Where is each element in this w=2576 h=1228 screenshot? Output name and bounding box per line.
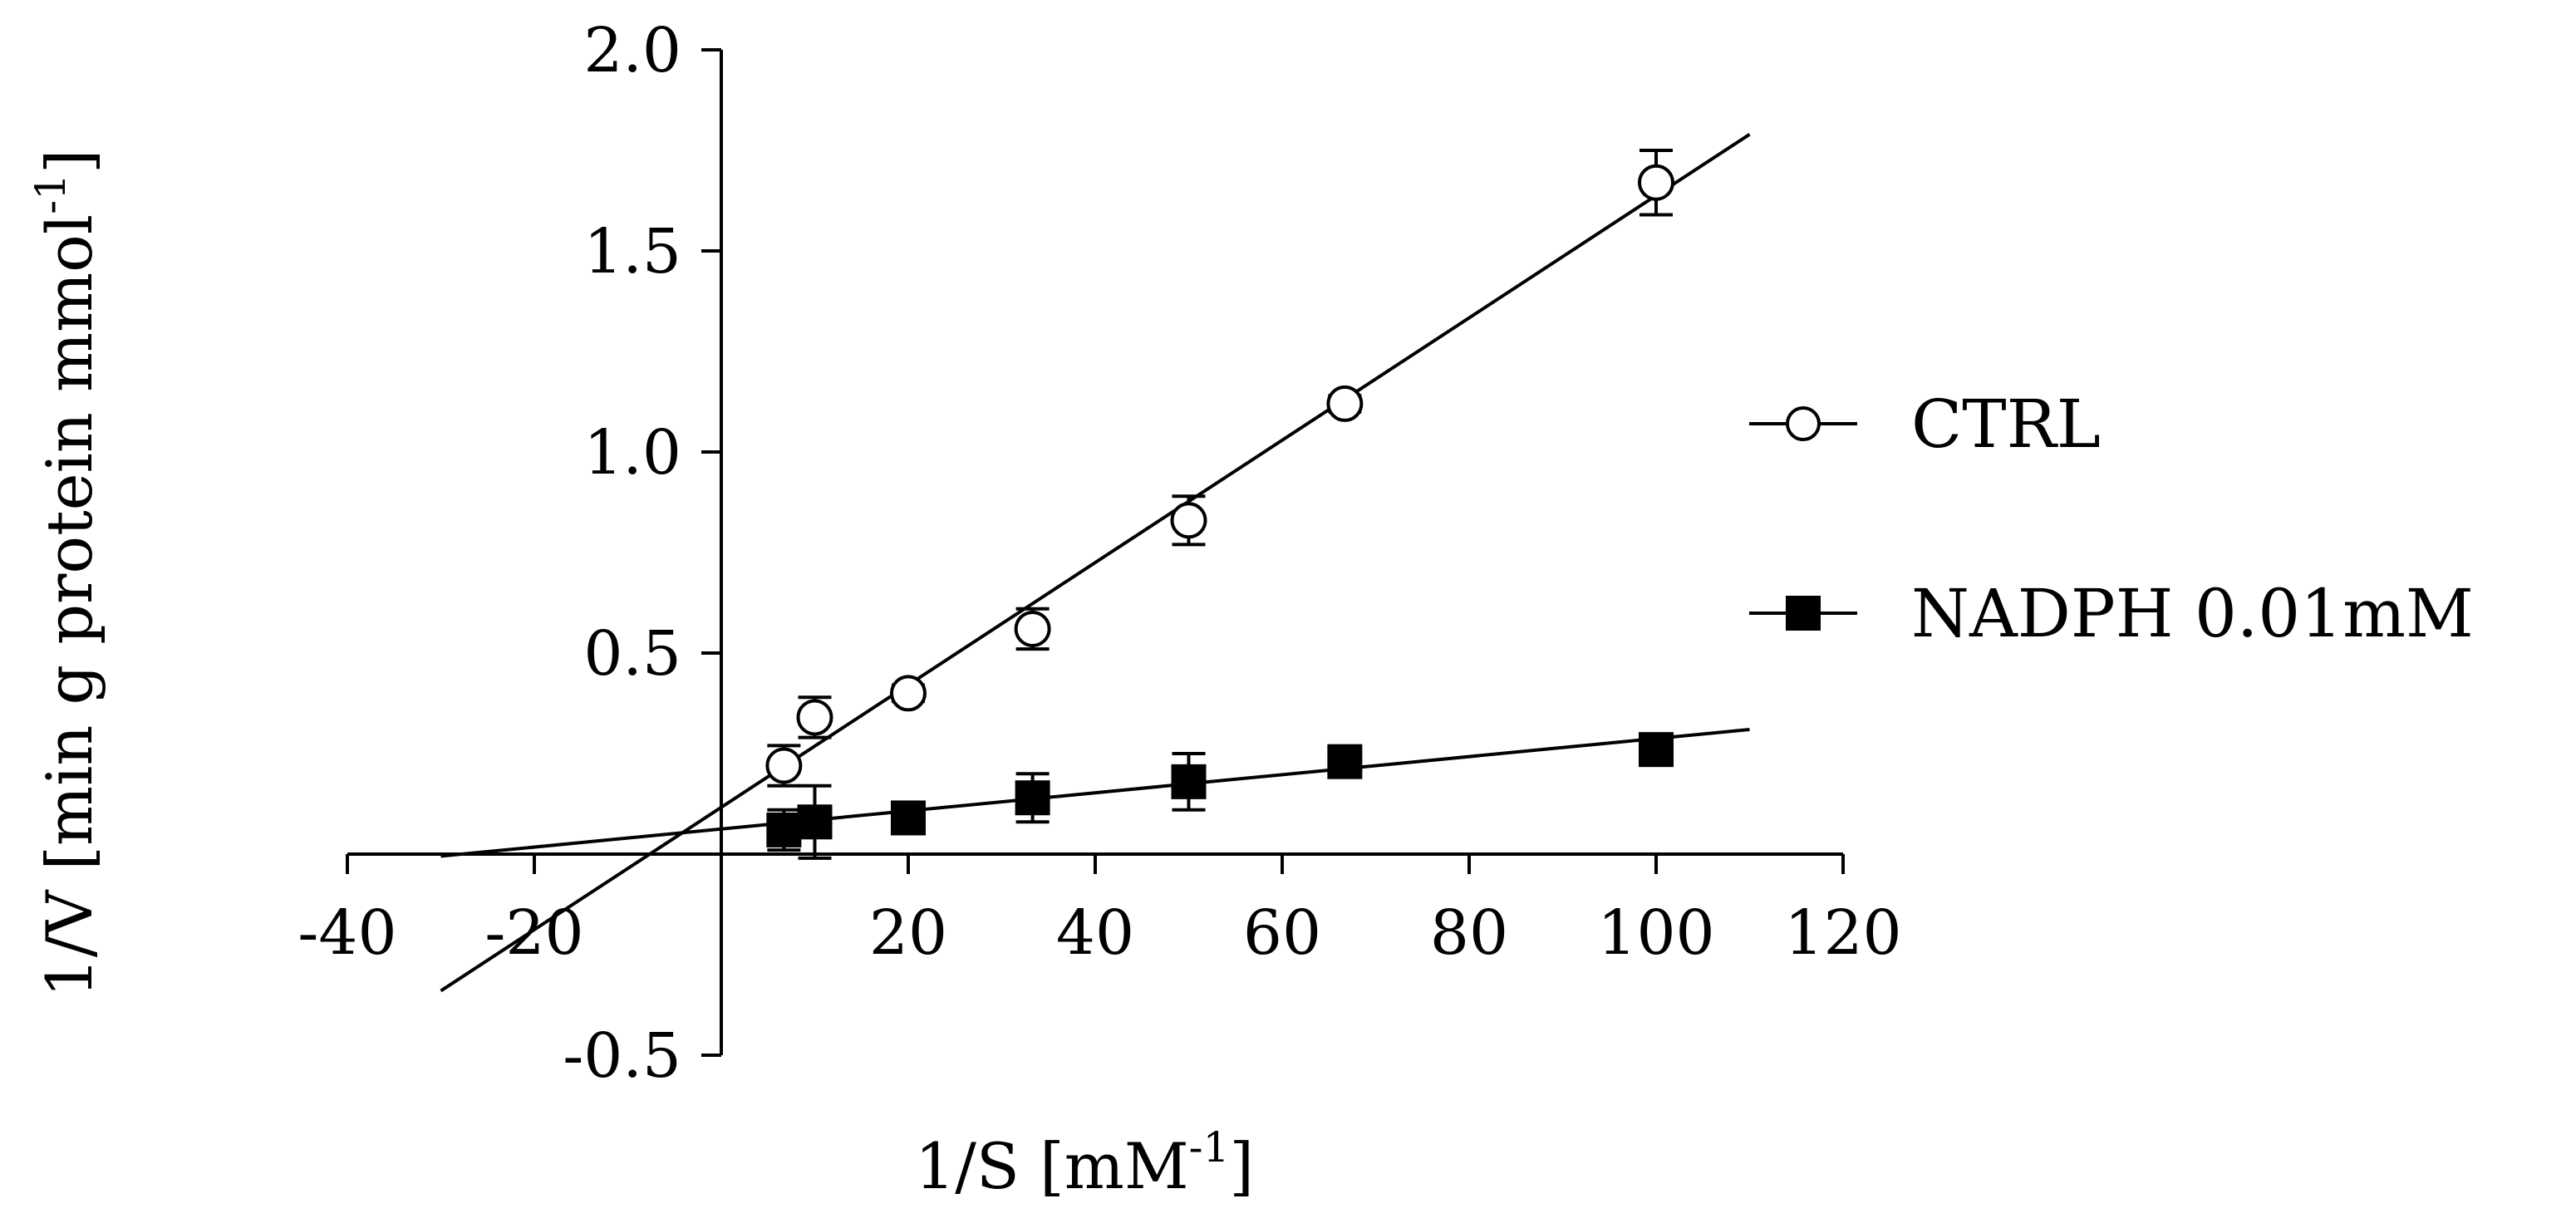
x-tick-label: -40 xyxy=(297,897,396,969)
y-tick-label: -0.5 xyxy=(563,1020,681,1092)
data-point-nadph xyxy=(766,812,802,847)
legend-nadph-label: NADPH 0.01mM xyxy=(1911,575,2474,652)
data-point-ctrl xyxy=(765,747,803,784)
legend-ctrl-marker xyxy=(1786,406,1821,441)
legend-item-nadph: NADPH 0.01mM xyxy=(1749,575,2474,652)
x-axis-label: 1/S [mM-1] xyxy=(915,1123,1254,1203)
fit-line-nadph xyxy=(440,727,1750,858)
data-point-ctrl xyxy=(1014,610,1051,647)
data-point-ctrl xyxy=(1170,502,1207,539)
x-tick-label: 120 xyxy=(1784,897,1901,969)
data-point-nadph xyxy=(1639,732,1674,768)
data-point-nadph xyxy=(891,800,926,836)
fit-line-ctrl xyxy=(440,132,1751,993)
y-tick-label: 0.5 xyxy=(583,618,681,690)
y-tick-label: 1.0 xyxy=(583,417,681,489)
y-axis-label: 1/V [min g protein mmol-1] xyxy=(27,149,106,997)
legend-nadph-marker xyxy=(1786,596,1821,631)
y-axis-label-end: ] xyxy=(32,149,106,174)
x-tick-label: 40 xyxy=(1056,897,1134,969)
legend: CTRL NADPH 0.01mM xyxy=(1749,386,2474,652)
data-point-nadph xyxy=(1171,764,1207,799)
data-point-nadph xyxy=(1015,780,1050,816)
data-point-ctrl xyxy=(1326,385,1364,422)
data-points xyxy=(765,149,1674,860)
legend-item-ctrl: CTRL xyxy=(1749,386,2101,463)
x-axis-label-end: ] xyxy=(1229,1129,1254,1203)
data-point-nadph xyxy=(1327,744,1363,779)
x-tick-label: 60 xyxy=(1243,897,1321,969)
y-tick-label: 1.5 xyxy=(583,216,681,287)
x-axis-label-sup: -1 xyxy=(1189,1123,1230,1172)
data-point-nadph xyxy=(797,804,833,840)
fit-lines xyxy=(440,132,1751,993)
data-point-ctrl xyxy=(1638,164,1674,201)
data-point-ctrl xyxy=(890,675,927,712)
data-point-ctrl xyxy=(796,699,833,736)
x-tick-label: 20 xyxy=(869,897,947,969)
x-tick-label: 100 xyxy=(1597,897,1714,969)
axes: -40 -20 20 40 60 80 100 120-0.50.51.01.52.0 xyxy=(297,15,1901,1092)
y-axis-label-sup: -1 xyxy=(27,174,75,214)
y-tick-label: 2.0 xyxy=(583,15,681,86)
legend-ctrl-label: CTRL xyxy=(1911,386,2101,463)
x-tick-label: 80 xyxy=(1430,897,1508,969)
